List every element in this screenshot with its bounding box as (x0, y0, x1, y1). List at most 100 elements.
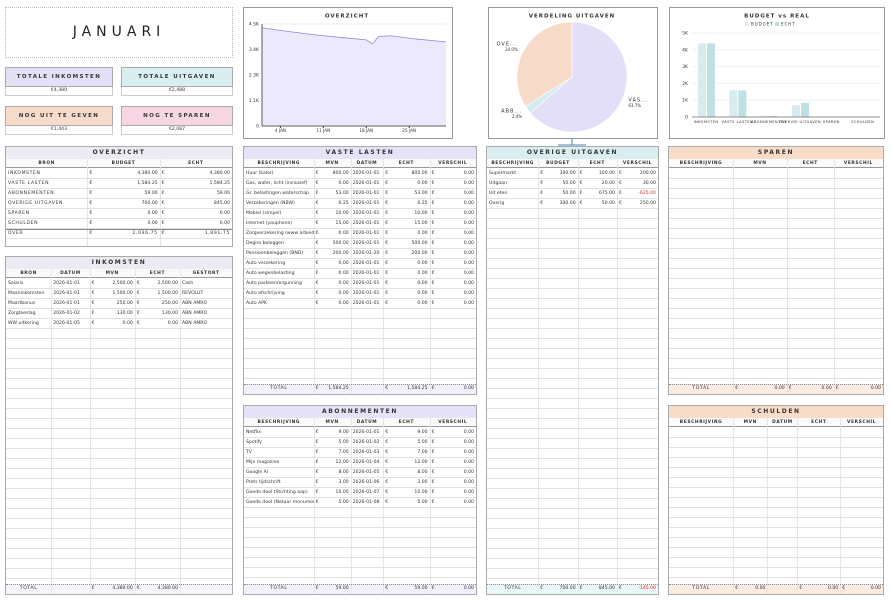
column-header: ECHT (398, 161, 415, 166)
summary-value: €2,488 (121, 87, 233, 96)
header-row (6, 269, 232, 278)
connector (558, 139, 586, 146)
column-line (313, 418, 315, 594)
currency: € (385, 430, 389, 435)
header-row (244, 418, 476, 427)
line (261, 27, 447, 45)
table-row (669, 478, 883, 488)
cell: Degiro beleggen (246, 241, 285, 246)
cell: ABN AMRO (182, 321, 208, 326)
x-tick-label: 4 JAN (275, 128, 286, 133)
pie-slice (516, 21, 573, 107)
currency: € (315, 480, 319, 485)
bar (801, 102, 809, 117)
table-row (244, 249, 476, 259)
table-row (669, 568, 883, 578)
table-row (244, 199, 476, 209)
currency: € (136, 311, 140, 316)
currency: € (161, 181, 165, 186)
chart-title: BUDGET vs REAL (744, 14, 810, 20)
table-row (6, 569, 232, 579)
table-row (6, 179, 232, 189)
cell: 2,500.00 (112, 281, 133, 286)
table-row (6, 329, 232, 339)
summary-label: NOG TE SPAREN (121, 106, 233, 126)
summary-value: €4,380 (5, 87, 113, 96)
currency: € (431, 251, 435, 256)
table-row (6, 229, 232, 239)
table-row (6, 349, 232, 359)
table-row (669, 558, 883, 568)
x-tick-label: SPAREN (823, 120, 840, 124)
cell: 20.00 (601, 181, 615, 186)
table-row (244, 518, 476, 528)
currency: € (385, 221, 389, 226)
currency: € (315, 430, 319, 435)
cell: 0.00 (147, 211, 158, 216)
cell: 2026-01-01 (352, 271, 380, 276)
table: ABONNEMENTEN BESCHRIJVING MVN DATUM ECHT VERS… (243, 405, 477, 595)
currency: € (431, 291, 435, 296)
table-row (669, 498, 883, 508)
column-header: ECHT (149, 271, 166, 276)
table-row (244, 359, 476, 369)
cell: 10.00 (335, 211, 349, 216)
cell: Maaninkomsten (8, 291, 45, 296)
currency: € (385, 586, 389, 591)
currency: € (315, 271, 319, 276)
cell: VASTE LASTEN (8, 181, 50, 186)
y-tick-label: 2.3K (249, 73, 260, 79)
currency: € (431, 191, 435, 196)
currency: € (431, 430, 435, 435)
column-header: BRON (38, 161, 55, 166)
x-tick-label: 11 JAN (316, 128, 330, 133)
table-row (487, 489, 658, 499)
table-row (669, 488, 883, 498)
cell: 53.00 (414, 191, 428, 196)
currency: € (136, 321, 140, 326)
currency: € (315, 221, 319, 226)
column-header: BUDGET (111, 161, 136, 166)
table-row (669, 319, 883, 329)
currency: € (315, 241, 319, 246)
cell: 7.00 (338, 450, 349, 455)
currency: € (91, 291, 95, 296)
currency: € (431, 460, 435, 465)
cell: 0.00 (463, 181, 474, 186)
currency: € (385, 261, 389, 266)
currency: € (315, 490, 319, 495)
table-row (487, 309, 658, 319)
currency: € (431, 470, 435, 475)
table-row (487, 239, 658, 249)
cell: 0.00 (338, 271, 349, 276)
table-row (244, 179, 476, 189)
cell: 845.00 (213, 201, 230, 206)
table-row (487, 429, 658, 439)
currency: € (540, 171, 544, 176)
table-row (487, 229, 658, 239)
header-row (6, 159, 232, 168)
currency: € (618, 201, 622, 206)
cell: 1,584.25 (328, 386, 349, 391)
total-label: TOTAL (503, 586, 522, 591)
cell: Spotify (246, 440, 262, 445)
currency: € (89, 191, 93, 196)
total-row (244, 384, 476, 394)
slice-label: ABB... (501, 108, 522, 114)
cell: 500.00 (411, 241, 428, 246)
currency: € (315, 301, 319, 306)
cell: Netflix (246, 430, 261, 435)
cell: 59.00 (335, 586, 349, 591)
cell: 2026-01-01 (53, 281, 80, 286)
cell: 0.00 (463, 271, 474, 276)
column-header: DATUM (356, 420, 378, 425)
table-row (487, 559, 658, 569)
currency: € (431, 181, 435, 186)
cell: 0.00 (219, 211, 230, 216)
table-row (487, 359, 658, 369)
currency: € (315, 450, 319, 455)
cell: 0.00 (417, 281, 428, 286)
column-line (840, 418, 842, 594)
column-header: BESCHRIJVING (257, 420, 301, 425)
